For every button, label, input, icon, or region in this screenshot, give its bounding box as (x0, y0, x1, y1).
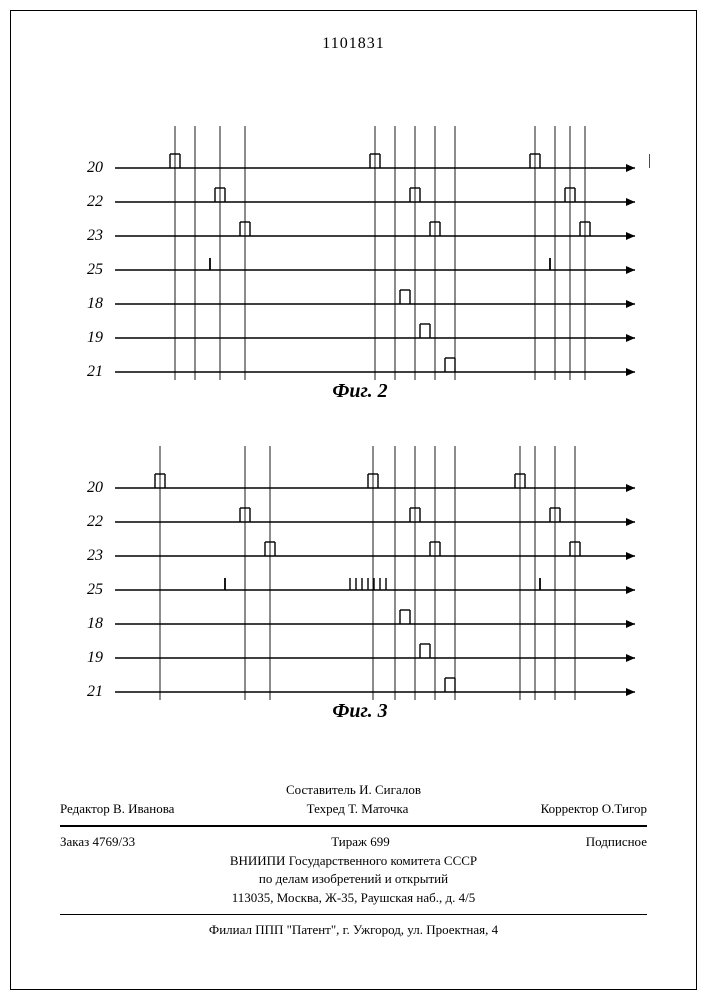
row-label: 18 (87, 295, 103, 312)
rule (60, 914, 647, 915)
arrowhead-icon (626, 688, 635, 696)
order: Заказ 4769/33 (60, 833, 135, 852)
arrowhead-icon (626, 368, 635, 376)
row-label: 20 (87, 159, 103, 176)
editor: Редактор В. Иванова (60, 800, 174, 819)
row-label: 22 (87, 193, 103, 210)
row-label: 19 (87, 649, 103, 666)
arrowhead-icon (626, 518, 635, 526)
arrowhead-icon (626, 484, 635, 492)
tirazh: Тираж 699 (331, 833, 390, 852)
addr-line-2: Филиал ППП "Патент", г. Ужгород, ул. Про… (60, 921, 647, 940)
arrowhead-icon (626, 654, 635, 662)
subscr: Подписное (586, 833, 647, 852)
corrector: Корректор О.Тигор (541, 800, 647, 819)
row-label: 23 (87, 227, 103, 244)
page: 1101831 20222325181921Фиг. 2202223251819… (0, 0, 707, 1000)
figure-caption: Фиг. 2 (70, 380, 650, 403)
timing-svg: 20 22 23 25 18 19 21 (70, 440, 650, 700)
row-label: 25 (87, 581, 103, 598)
arrowhead-icon (626, 164, 635, 172)
arrowhead-icon (626, 552, 635, 560)
document-number: 1101831 (0, 35, 707, 53)
colophon-block: Составитель И. Сигалов Редактор В. Ивано… (60, 781, 647, 940)
row-label: 19 (87, 329, 103, 346)
org-line-1: ВНИИПИ Государственного комитета СССР (60, 852, 647, 871)
arrowhead-icon (626, 232, 635, 240)
arrowhead-icon (626, 266, 635, 274)
row-label: 20 (87, 479, 103, 496)
row-label: 21 (87, 683, 103, 700)
row-label: 23 (87, 547, 103, 564)
row-label: 21 (87, 363, 103, 380)
compiler-line: Составитель И. Сигалов (60, 781, 647, 800)
arrowhead-icon (626, 300, 635, 308)
timing-diagram: 20 22 23 25 18 19 21Фиг. 2 (70, 120, 650, 415)
addr-line-1: 113035, Москва, Ж-35, Раушская наб., д. … (60, 889, 647, 908)
credits-row: Редактор В. Иванова Техред Т. Маточка Ко… (60, 800, 647, 819)
arrowhead-icon (626, 334, 635, 342)
org-line-2: по делам изобретений и открытий (60, 870, 647, 889)
timing-svg: 20 22 23 25 18 19 21 (70, 120, 650, 380)
rule (60, 825, 647, 827)
techred: Техред Т. Маточка (307, 800, 409, 819)
row-label: 18 (87, 615, 103, 632)
arrowhead-icon (626, 620, 635, 628)
row-label: 22 (87, 513, 103, 530)
figure-caption: Фиг. 3 (70, 700, 650, 723)
timing-diagram: 20 22 23 25 18 19 21Фиг. 3 (70, 440, 650, 735)
order-row: Заказ 4769/33 Тираж 699 Подписное (60, 833, 647, 852)
row-label: 25 (87, 261, 103, 278)
arrowhead-icon (626, 586, 635, 594)
arrowhead-icon (626, 198, 635, 206)
